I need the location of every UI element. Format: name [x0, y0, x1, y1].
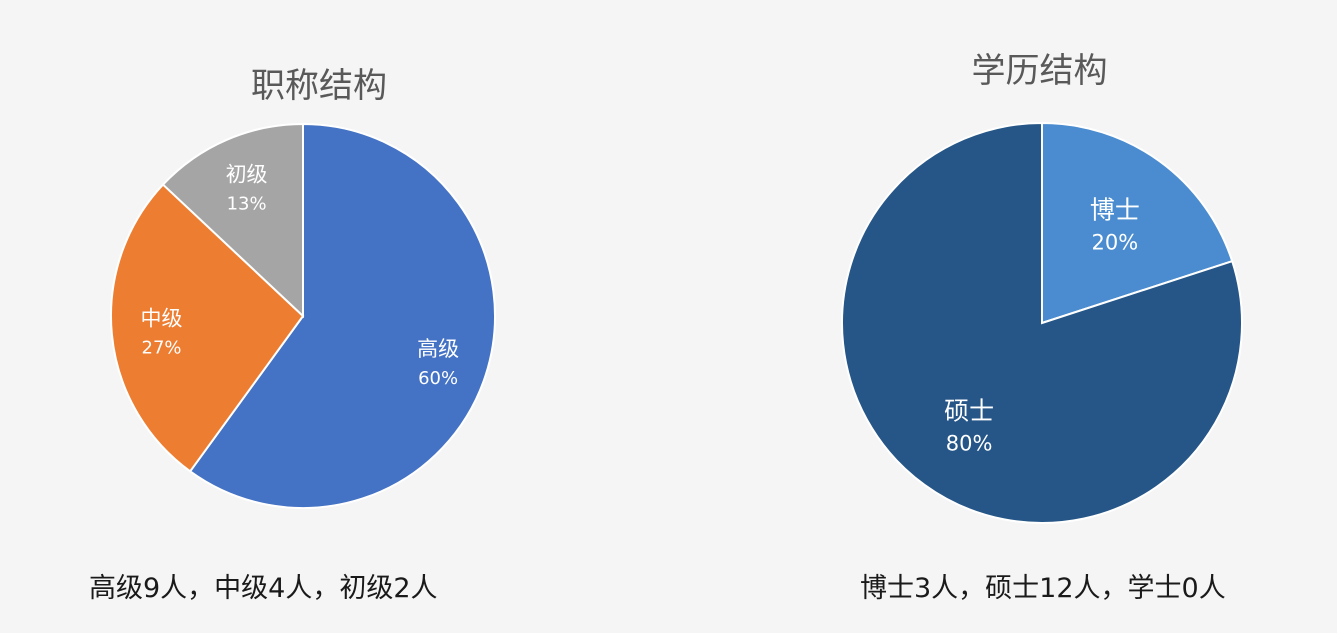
pie-slice [1041, 121, 1234, 325]
chart-caption: 高级9人，中级4人，初级2人 [89, 573, 438, 604]
slice-value-label: 60% [418, 368, 458, 389]
slice-category-label: 博士 [1090, 196, 1140, 225]
chart-title: 学历结构 [971, 51, 1108, 91]
pie-slice [110, 183, 305, 473]
slice-category-label: 初级 [226, 163, 268, 187]
slice-category-label: 中级 [141, 306, 183, 330]
chart-education: 学历结构 博士 20% 硕士 80% 博士3人，硕士12人，学士0人 [668, 0, 1337, 633]
pie-slice [188, 122, 496, 509]
pie-slice [841, 121, 1243, 524]
slice-value-label: 13% [227, 194, 267, 215]
slice-value-label: 20% [1092, 231, 1139, 255]
pie-chart: 高级 60% 中级 27% 初级 13% [110, 122, 496, 509]
slice-category-label: 硕士 [944, 396, 994, 425]
chart-professional-title: 职称结构 高级 60% 中级 27% 初级 13% 高级9人，中级4人，初级2人 [0, 0, 668, 633]
pie-chart: 博士 20% 硕士 80% [841, 121, 1243, 524]
slice-value-label: 27% [142, 337, 182, 358]
chart-title: 职称结构 [251, 66, 387, 106]
pie-slice [161, 122, 304, 319]
slice-category-label: 高级 [417, 337, 459, 361]
chart-caption: 博士3人，硕士12人，学士0人 [860, 573, 1226, 604]
slice-value-label: 80% [946, 431, 993, 455]
